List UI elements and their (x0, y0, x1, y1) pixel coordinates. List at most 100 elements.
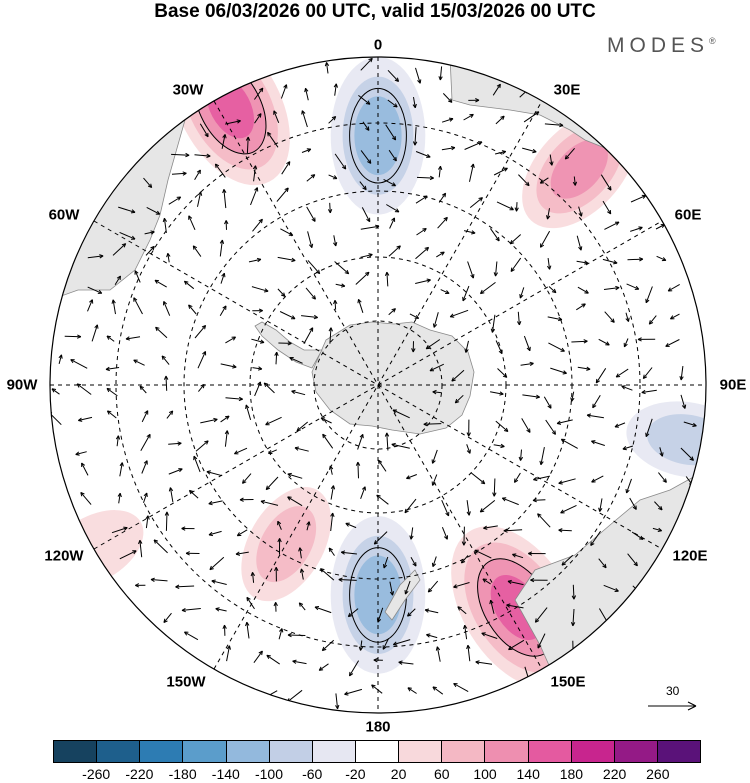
wind-arrow (301, 314, 318, 320)
wind-arrow (360, 486, 366, 499)
wind-arrow (629, 497, 637, 510)
wind-arrow (155, 326, 168, 339)
wind-arrow (188, 489, 199, 499)
wind-arrow (328, 465, 334, 475)
wind-arrow (373, 657, 383, 663)
wind-arrow (251, 338, 265, 344)
wind-arrow (334, 261, 350, 275)
lon-label-120w: 120W (44, 547, 84, 565)
wind-arrow (376, 494, 389, 505)
lon-label-60w: 60W (48, 206, 80, 224)
wind-arrow (80, 491, 92, 505)
wind-arrow (387, 99, 398, 108)
wind-arrow (501, 497, 519, 506)
wind-arrow (461, 526, 467, 546)
wind-arrow (453, 582, 470, 589)
wind-arrow (382, 638, 390, 650)
wind-arrow (490, 314, 496, 333)
wind-arrow (378, 459, 387, 472)
wind-arrow (188, 215, 196, 231)
wind-arrow (139, 385, 147, 394)
wind-arrow (449, 309, 469, 318)
wind-arrow (335, 283, 346, 288)
wind-arrow (438, 192, 447, 203)
wind-arrow (561, 554, 574, 566)
wind-arrow (558, 478, 576, 485)
wind-arrow (349, 660, 360, 677)
colorbar-tick-label: -220 (125, 766, 154, 782)
wind-arrow (119, 550, 137, 560)
lon-label-90e: 90E (719, 376, 747, 394)
wind-arrow (490, 391, 504, 396)
wind-arrow (305, 287, 316, 300)
wind-arrow (441, 146, 456, 151)
lon-label-150w: 150W (166, 673, 206, 691)
wind-arrow (622, 445, 634, 451)
wind-arrow (415, 195, 428, 204)
wind-arrow (276, 187, 289, 202)
wind-arrow (252, 218, 263, 232)
wind-arrow (251, 286, 269, 293)
wind-arrow (263, 382, 275, 394)
wind-arrow (245, 621, 250, 639)
wind-arrow (598, 498, 603, 512)
colorbar-swatch (311, 741, 355, 762)
wind-arrow (550, 367, 567, 375)
wind-arrow (493, 261, 499, 277)
colorbar-tick-label: 140 (516, 766, 540, 782)
wind-arrow (163, 612, 172, 624)
wind-arrow (576, 303, 586, 311)
wind-arrow (470, 472, 486, 485)
wind-arrow (324, 62, 330, 74)
wind-arrow (539, 447, 545, 466)
wind-arrow (274, 351, 279, 365)
wind-arrow (118, 206, 136, 214)
wind-arrow (523, 111, 540, 123)
wind-arrow (143, 177, 153, 189)
colorbar-swatch (96, 741, 140, 762)
wind-arrow (376, 607, 384, 623)
wind-arrow (483, 525, 498, 530)
wind-arrow (304, 87, 309, 101)
wind-arrow (268, 449, 277, 454)
wind-arrow (171, 152, 190, 158)
wind-arrow (615, 368, 629, 378)
wind-arrow (481, 632, 498, 639)
wind-arrow (168, 441, 182, 446)
wind-arrow (208, 500, 223, 506)
wind-arrow (603, 584, 619, 592)
wind-arrow (277, 538, 282, 555)
wind-arrow (133, 359, 145, 366)
wind-arrow (519, 287, 525, 299)
colorbar-tick-label: 220 (602, 766, 627, 782)
wind-arrow (291, 389, 306, 396)
wind-arrow (225, 336, 237, 344)
colorbar-tick-label: 100 (473, 766, 497, 782)
wind-arrow (105, 366, 120, 372)
wind-arrow (330, 512, 335, 532)
wind-arrow (206, 470, 223, 477)
wind-arrow (301, 148, 312, 153)
wind-arrow (333, 235, 338, 247)
wind-arrow (292, 659, 307, 665)
wind-arrow (383, 556, 389, 569)
wind-arrow (652, 527, 663, 532)
wind-arrow (604, 311, 615, 323)
wind-arrow (533, 475, 551, 482)
wind-arrow (431, 449, 438, 464)
wind-arrow (318, 663, 329, 671)
colorbar-swatch (613, 741, 657, 762)
wind-arrow (441, 527, 448, 540)
wind-arrow (412, 127, 418, 146)
wind-arrow (134, 270, 141, 283)
wind-arrow (454, 394, 464, 404)
wind-arrow (236, 529, 248, 537)
wind-arrow (76, 383, 92, 395)
wind-arrow (577, 286, 589, 294)
wind-arrow (407, 608, 416, 617)
graticule (50, 57, 706, 713)
wind-arrow (301, 110, 308, 128)
wind-arrow (181, 526, 195, 531)
wind-arrow (523, 335, 531, 352)
wind-arrow (496, 201, 514, 211)
